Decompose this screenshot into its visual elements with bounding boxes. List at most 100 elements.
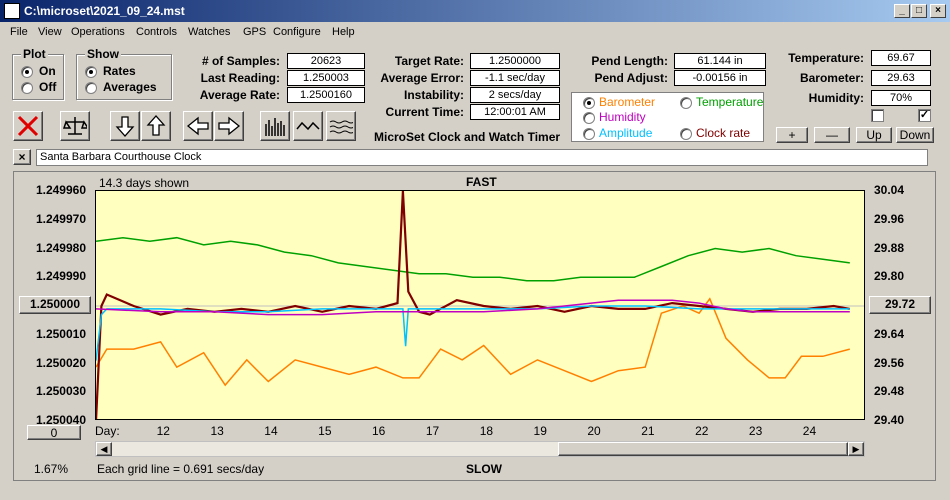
target-rate-label: Target Rate: (394, 54, 464, 68)
right-axis-tick: 29.64 (874, 326, 905, 341)
humidity-radio[interactable] (583, 112, 595, 124)
move-up-button[interactable] (141, 111, 171, 141)
samples-label: # of Samples: (201, 54, 280, 68)
temperature-radio[interactable] (680, 97, 692, 109)
menu-view[interactable]: View (38, 26, 62, 38)
menu-file[interactable]: File (10, 26, 28, 38)
app-footer-title: MicroSet Clock and Watch Timer (374, 130, 561, 144)
pend-length-label: Pend Length: (591, 54, 668, 68)
pend-length-field[interactable]: 61.144 in (674, 53, 766, 69)
scroll-right-button[interactable]: ▶ (848, 442, 864, 456)
clear-button[interactable] (13, 111, 43, 141)
close-button[interactable]: × (930, 4, 946, 18)
average-rate-label: Average Rate: (199, 88, 280, 102)
clock-name-field[interactable]: Santa Barbara Courthouse Clock (36, 149, 928, 166)
menu-controls[interactable]: Controls (136, 26, 177, 38)
bar-chart-icon (265, 118, 285, 136)
left-axis-tick: 1.249980 (35, 240, 86, 255)
title-bar: C:\microset\2021_09_24.mst _ □ × (0, 0, 950, 22)
show-rates-label: Rates (103, 64, 136, 78)
wave-icon (296, 121, 320, 131)
move-right-button[interactable] (214, 111, 244, 141)
show-group: Show Rates Averages (76, 47, 172, 100)
show-averages-label: Averages (103, 80, 157, 94)
scroll-thumb[interactable] (558, 442, 848, 456)
left-axis-tick: 1.250010 (35, 326, 86, 341)
show-rates-radio[interactable] (85, 66, 97, 78)
right-axis-tick: 29.48 (874, 384, 905, 399)
days-shown-label: 14.3 days shown (99, 176, 190, 190)
menu-watches[interactable]: Watches (188, 26, 231, 38)
day-tick: 24 (802, 424, 817, 438)
temperature-option-label: Temperature (696, 95, 764, 109)
plot-on-radio[interactable] (21, 66, 33, 78)
option-checkbox-1[interactable] (871, 109, 884, 122)
clock-rate-option-label: Clock rate (696, 126, 751, 140)
barometer-option-label: Barometer (599, 95, 656, 109)
barometer-label: Barometer: (799, 71, 864, 85)
amplitude-radio[interactable] (583, 128, 595, 140)
down-button[interactable]: Down (896, 127, 934, 143)
maximize-button[interactable]: □ (911, 4, 927, 18)
day-tick: 22 (695, 424, 709, 438)
menu-configure[interactable]: Configure (273, 26, 321, 38)
plus-button[interactable]: + (776, 127, 808, 143)
time-scrollbar[interactable]: ◀ ▶ (95, 441, 865, 457)
clock-rate-radio[interactable] (680, 128, 692, 140)
plot-off-radio[interactable] (21, 82, 33, 94)
series-line-4 (96, 299, 850, 316)
average-error-field: -1.1 sec/day (470, 70, 560, 86)
left-axis-tick: 1.249970 (35, 211, 86, 226)
wave-button[interactable] (293, 111, 323, 141)
histogram-button[interactable] (260, 111, 290, 141)
day-tick: 15 (318, 424, 332, 438)
plot-group-title: Plot (21, 47, 48, 61)
day-label: Day: (95, 424, 120, 438)
minus-button[interactable]: — (814, 127, 850, 143)
series-line-0 (96, 236, 850, 282)
right-axis-tick: 29.88 (874, 240, 905, 255)
plot-area[interactable] (95, 190, 865, 420)
scroll-left-button[interactable]: ◀ (96, 442, 112, 456)
menu-gps[interactable]: GPS (243, 26, 267, 38)
fast-label: FAST (466, 175, 497, 189)
barometer-radio[interactable] (583, 97, 595, 109)
chart-frame (13, 171, 936, 481)
humidity-label: Humidity: (808, 91, 864, 105)
option-checkbox-2[interactable]: ✓ (918, 109, 931, 122)
target-rate-field[interactable]: 1.2500000 (470, 53, 560, 69)
right-axis-tick: 30.04 (874, 183, 905, 197)
move-down-button[interactable] (110, 111, 140, 141)
arrow-up-icon (146, 115, 166, 136)
day-tick: 19 (533, 424, 547, 438)
menu-help[interactable]: Help (332, 26, 355, 38)
zero-button[interactable]: 0 (27, 425, 81, 440)
center-rate-button[interactable]: 1.250000 (19, 296, 91, 314)
minimize-button[interactable]: _ (894, 4, 910, 18)
show-averages-radio[interactable] (85, 82, 97, 94)
current-time-field: 12:00:01 AM (470, 104, 560, 120)
right-axis-tick: 29.80 (874, 269, 905, 284)
close-clock-button[interactable]: × (13, 149, 31, 165)
slow-label: SLOW (466, 462, 502, 476)
arrow-left-icon (186, 116, 209, 136)
balance-button[interactable] (60, 111, 90, 141)
center-sensor-button[interactable]: 29.72 (869, 296, 931, 314)
pend-adjust-field: -0.00156 in (674, 70, 766, 86)
amplitude-option-label: Amplitude (599, 126, 653, 140)
current-time-label: Current Time: (385, 105, 464, 119)
instability-label: Instability: (403, 88, 464, 102)
left-axis-tick: 1.250030 (35, 384, 86, 399)
last-reading-field: 1.250003 (287, 70, 365, 86)
average-error-label: Average Error: (380, 71, 464, 85)
day-tick: 23 (748, 424, 763, 438)
day-tick: 12 (156, 424, 170, 438)
up-button[interactable]: Up (856, 127, 892, 143)
series-line-3 (96, 305, 850, 361)
flat-wave-button[interactable] (326, 111, 356, 141)
left-axis-tick: 1.249960 (35, 183, 86, 197)
pend-adjust-label: Pend Adjust: (594, 71, 668, 85)
menu-operations[interactable]: Operations (71, 26, 125, 38)
move-left-button[interactable] (183, 111, 213, 141)
day-tick: 21 (641, 424, 655, 438)
